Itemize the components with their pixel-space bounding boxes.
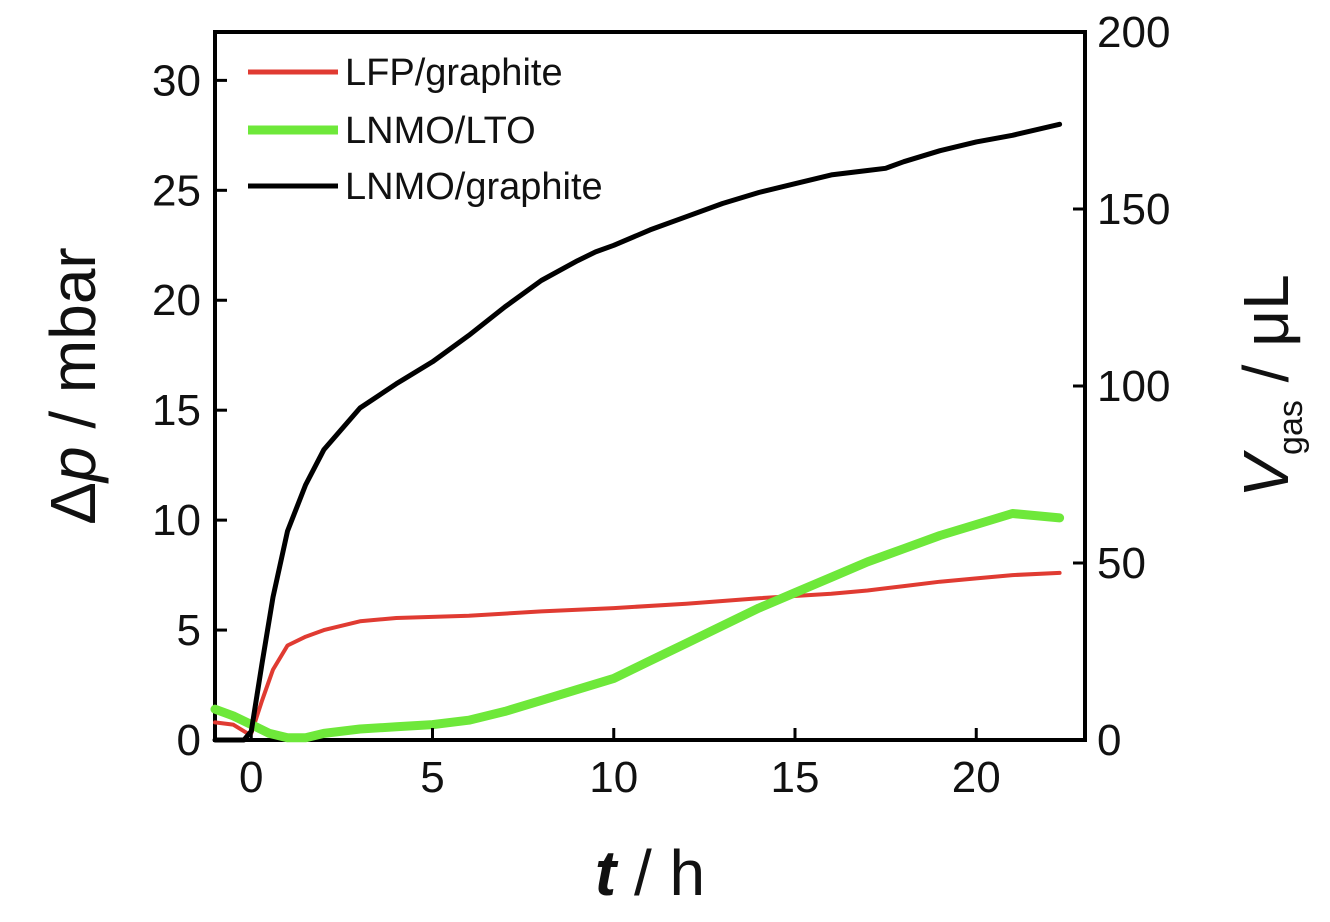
y-tick-label: 0 [177,716,201,765]
y2-tick-label: 0 [1097,716,1121,765]
legend-label: LNMO/LTO [345,110,536,152]
y-axis-title: Δp / mbar [37,247,109,525]
y-tick-label: 5 [177,606,201,655]
legend-label: LFP/graphite [345,52,563,94]
x-tick-label: 0 [239,753,263,802]
x-tick-label: 10 [589,753,638,802]
y-tick-label: 20 [152,276,201,325]
y-tick-label: 30 [152,56,201,105]
x-tick-label: 20 [952,753,1001,802]
y2-tick-label: 150 [1097,185,1170,234]
y-tick-label: 25 [152,166,201,215]
y-tick-label: 15 [152,386,201,435]
series-line-lfp-graphite [213,570,1062,736]
x-axis-title: t / h [595,837,705,909]
x-tick-label: 5 [420,753,444,802]
legend-label: LNMO/graphite [345,166,603,208]
y2-axis-title: Vgas / μL [1230,274,1310,497]
y2-tick-label: 200 [1097,8,1170,57]
series-line-lnmo-lto [210,509,1065,743]
y2-tick-label: 100 [1097,362,1170,411]
series-line-lnmo-graphite [212,121,1063,743]
y-tick-label: 10 [152,496,201,545]
x-tick-label: 15 [771,753,820,802]
y2-tick-label: 50 [1097,539,1146,588]
